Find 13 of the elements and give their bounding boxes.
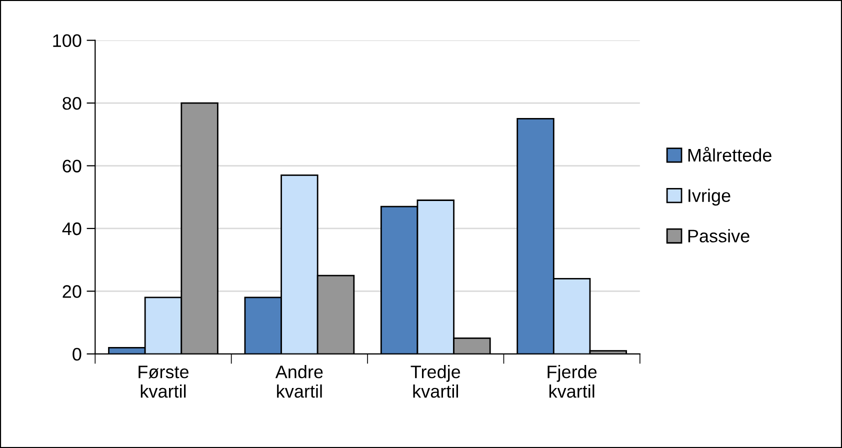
y-tick-label: 0 [72,348,82,361]
x-tick-label: Første kvartil [138,366,189,398]
y-tick-label: 100 [53,34,82,48]
x-tick-label: Tredje kvartil [410,365,460,398]
legend-label: Passive [688,229,750,242]
legend-label: Målrettede [688,146,772,162]
y-tick-label: 80 [62,96,82,110]
x-tick-label: Andre kvartil [275,365,323,398]
y-tick-label: 20 [62,285,82,298]
y-tick-label: 60 [62,160,82,172]
x-tick-label: Fjerde kvartil [548,365,597,398]
legend-label: Ivrige [688,188,730,206]
y-tick-label: 40 [62,222,82,236]
